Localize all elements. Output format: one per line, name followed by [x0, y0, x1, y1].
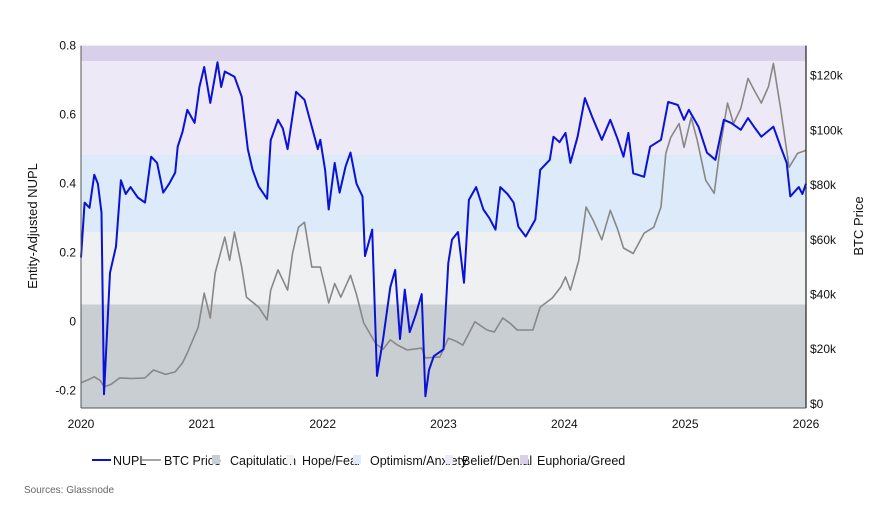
band-optimism-anxiety [81, 154, 806, 232]
y-tick-label: 0.2 [59, 246, 76, 260]
legend-swatch-box [212, 455, 220, 464]
legend-label: BTC Price [164, 454, 221, 468]
band-euphoria-greed [81, 45, 806, 62]
legend-swatch-box [445, 455, 453, 464]
legend-swatch-box [286, 455, 294, 464]
x-tick-label: 2021 [188, 417, 215, 431]
sentiment-bands [81, 45, 806, 408]
x-tick-label: 2025 [672, 417, 699, 431]
legend-label: Euphoria/Greed [537, 454, 625, 468]
legend-swatch-box [520, 455, 528, 464]
y2-tick-label: $60k [810, 233, 837, 247]
band-hope-fear [81, 231, 806, 305]
x-tick-label: 2022 [309, 417, 336, 431]
y-tick-label: 0 [69, 315, 76, 329]
legend-label: NUPL [113, 454, 146, 468]
x-tick-label: 2023 [430, 417, 457, 431]
x-tick-label: 2020 [68, 417, 95, 431]
y-tick-label: 0.4 [59, 177, 76, 191]
source-note: Sources: Glassnode [24, 485, 114, 496]
series-line-nupl [80, 61, 807, 398]
y2-axis-label: BTC Price [851, 196, 866, 255]
y2-tick-label: $20k [810, 342, 837, 356]
legend: NUPL BTC Price Capitulation Hope/Fear Optimi… [92, 454, 625, 468]
y-tick-label: 0.8 [59, 39, 76, 53]
y2-tick-label: $120k [810, 69, 844, 83]
y2-tick-label: $0 [810, 397, 824, 411]
y-tick-label: -0.2 [55, 384, 76, 398]
legend-label: Capitulation [230, 454, 296, 468]
y2-tick-label: $100k [810, 123, 844, 137]
series-lines [80, 61, 807, 398]
legend-label: Belief/Denial [462, 454, 532, 468]
series-line-btc-price [80, 62, 807, 388]
y-axis-label: Entity-Adjusted NUPL [25, 163, 40, 289]
axes: 0.8 0.6 0.4 0.2 0 -0.2 $120k $100k $80k $60k $40k $… [55, 39, 843, 431]
x-tick-label: 2024 [551, 417, 578, 431]
y2-tick-label: $80k [810, 178, 837, 192]
legend-swatch-box [353, 455, 361, 464]
legend-label: Optimism/Anxiety [370, 454, 468, 468]
x-tick-label: 2026 [793, 417, 820, 431]
band-capitulation [81, 304, 806, 408]
y2-tick-label: $40k [810, 287, 837, 301]
legend-label: Hope/Fear [302, 454, 361, 468]
y-tick-label: 0.6 [59, 108, 76, 122]
